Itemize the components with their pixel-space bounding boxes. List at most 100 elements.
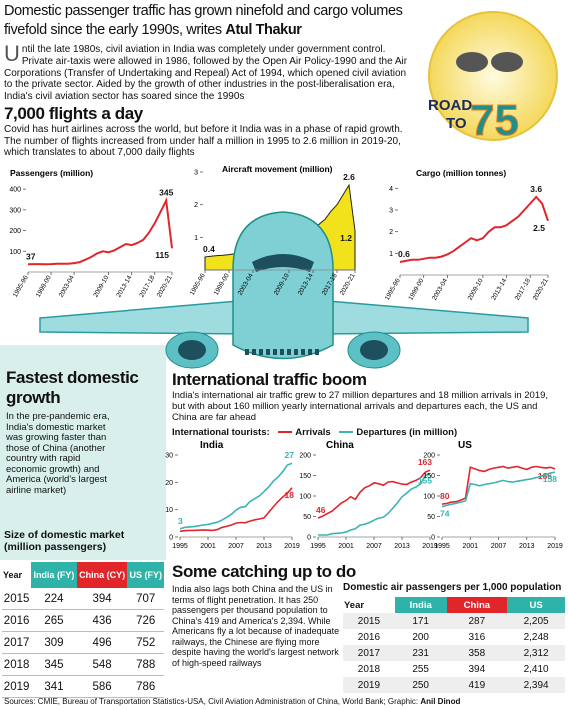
table-cell: 171 — [394, 613, 447, 629]
table-cell: 2015 — [2, 588, 32, 610]
x-tick-label: 2013 — [394, 543, 410, 550]
table-cell: 2018 — [2, 653, 32, 676]
table-cell: 788 — [127, 653, 164, 676]
x-tick-label: 2020-21 — [339, 272, 357, 296]
chart-title: US — [458, 440, 472, 451]
table-row: 2016 265 436 726 — [2, 609, 164, 632]
data-label: 163 — [418, 457, 432, 467]
x-tick-label: 1995 — [434, 543, 450, 550]
table-cell: 358 — [446, 645, 508, 661]
table-row: 2019 341 586 786 — [2, 675, 164, 698]
y-tick-label: 200 — [423, 453, 435, 460]
line — [27, 197, 173, 266]
data-label: 345 — [159, 188, 173, 198]
table-cell: 200 — [412, 631, 429, 643]
y-tick-label: 2 — [194, 202, 198, 209]
y-tick-label: 10 — [165, 507, 173, 514]
header-row: Year India China US — [343, 597, 565, 613]
data-label: 74 — [440, 509, 450, 519]
table-cell: 2,394 — [507, 677, 565, 693]
legend-swatch — [278, 431, 293, 434]
table-cell: 250 — [394, 677, 447, 693]
section-text: India's international air traffic grew t… — [172, 390, 549, 423]
y-tick-label: 200 — [9, 228, 21, 235]
cockpit — [252, 254, 314, 272]
engine-intake — [360, 340, 388, 360]
x-tick-label: 2013 — [256, 543, 272, 550]
x-tick-label: 2001 — [338, 543, 354, 550]
table-cell: 255 — [412, 663, 429, 675]
x-tick-label: 1995 — [172, 543, 188, 550]
table-cell: 2016 — [2, 609, 32, 632]
y-tick-label: 50 — [303, 514, 311, 521]
table-cell: 786 — [127, 675, 164, 698]
badge-number: 75 — [470, 96, 519, 145]
line — [179, 487, 293, 533]
data-label: 2.5 — [533, 223, 545, 233]
y-tick-label: 4 — [389, 186, 393, 193]
byline: Atul Thakur — [225, 22, 302, 38]
x-tick-label: 2001 — [462, 543, 478, 550]
x-tick-label: 2013-14 — [490, 277, 508, 301]
legend: International tourists: Arrivals Departu… — [172, 427, 457, 438]
badge-text: ROAD — [428, 97, 472, 114]
x-tick-label: 2003-04 — [431, 277, 449, 301]
table-container: Year India China US 2015 171 287 2,205 2016 200 31… — [343, 597, 565, 693]
y-tick-label: 1 — [194, 235, 198, 242]
table-cell: 2019 — [2, 675, 32, 698]
section-text: Covid has hurt airlines across the world… — [4, 124, 403, 158]
y-tick-label: 300 — [9, 207, 21, 214]
x-tick-label: 2019 — [284, 543, 300, 550]
section-text: India also lags both China and the US in… — [172, 584, 340, 668]
table-cell: 231 — [394, 645, 447, 661]
table-cell: 436 — [76, 609, 128, 632]
data-label: 166 — [538, 471, 552, 481]
data-label: 158 — [543, 474, 557, 484]
x-tick-label: 2019 — [547, 543, 563, 550]
data-label: 0.6 — [398, 249, 410, 259]
data-label: 2.6 — [343, 172, 355, 182]
x-tick-label: 2007 — [366, 543, 382, 550]
x-tick-label: 2007 — [491, 543, 507, 550]
table-cell: 548 — [76, 653, 128, 676]
table-row: 2015 224 394 707 — [2, 588, 164, 610]
x-tick-label: 2013 — [519, 543, 535, 550]
x-tick-label: 1999-00 — [35, 274, 53, 298]
sources: Sources: CMIE, Bureau of Transportation … — [4, 697, 460, 706]
table-cell: 2018 — [357, 663, 381, 675]
section-heading: Fastest domestic growth — [6, 368, 139, 407]
y-tick-label: 150 — [299, 473, 311, 480]
x-tick-label: 1995-96 — [384, 277, 402, 301]
table-cell: 707 — [127, 588, 164, 610]
y-tick-label: 400 — [9, 187, 21, 194]
line — [179, 462, 293, 530]
table-cell: 2016 — [357, 631, 381, 643]
chart-title: Cargo (million tonnes) — [416, 168, 506, 178]
table-title: Size of domestic market (million passeng… — [4, 529, 125, 553]
legend-swatch — [339, 431, 354, 434]
x-tick-label: 2007 — [228, 543, 244, 550]
engine-intake — [178, 340, 206, 360]
table-cell: 2,205 — [507, 613, 565, 629]
y-tick-label: 150 — [423, 473, 435, 480]
table-cell: 265 — [31, 609, 77, 632]
y-tick-label: 30 — [165, 453, 173, 460]
legend-label: Arrivals — [295, 427, 331, 438]
x-tick-label: 2020-21 — [156, 274, 174, 298]
table-cell: 586 — [76, 675, 128, 698]
table-row: 2017 231 358 2,312 — [343, 645, 565, 661]
y-tick-label: 0 — [307, 535, 311, 542]
chart-title: Passengers (million) — [10, 168, 93, 178]
data-label: 18 — [285, 490, 295, 500]
table-cell: 341 — [31, 675, 77, 698]
legend-title: International tourists: — [172, 427, 270, 438]
x-tick-label: 1995-96 — [189, 272, 207, 296]
table-cell: 752 — [127, 631, 164, 654]
x-tick-label: 2020-21 — [532, 277, 550, 301]
chart-title: Aircraft movement (million) — [222, 164, 333, 174]
x-tick-label: 1995-96 — [12, 274, 30, 298]
chart-title: India — [200, 440, 224, 451]
table-cell: 2017 — [343, 645, 395, 661]
panel-background — [0, 345, 166, 560]
